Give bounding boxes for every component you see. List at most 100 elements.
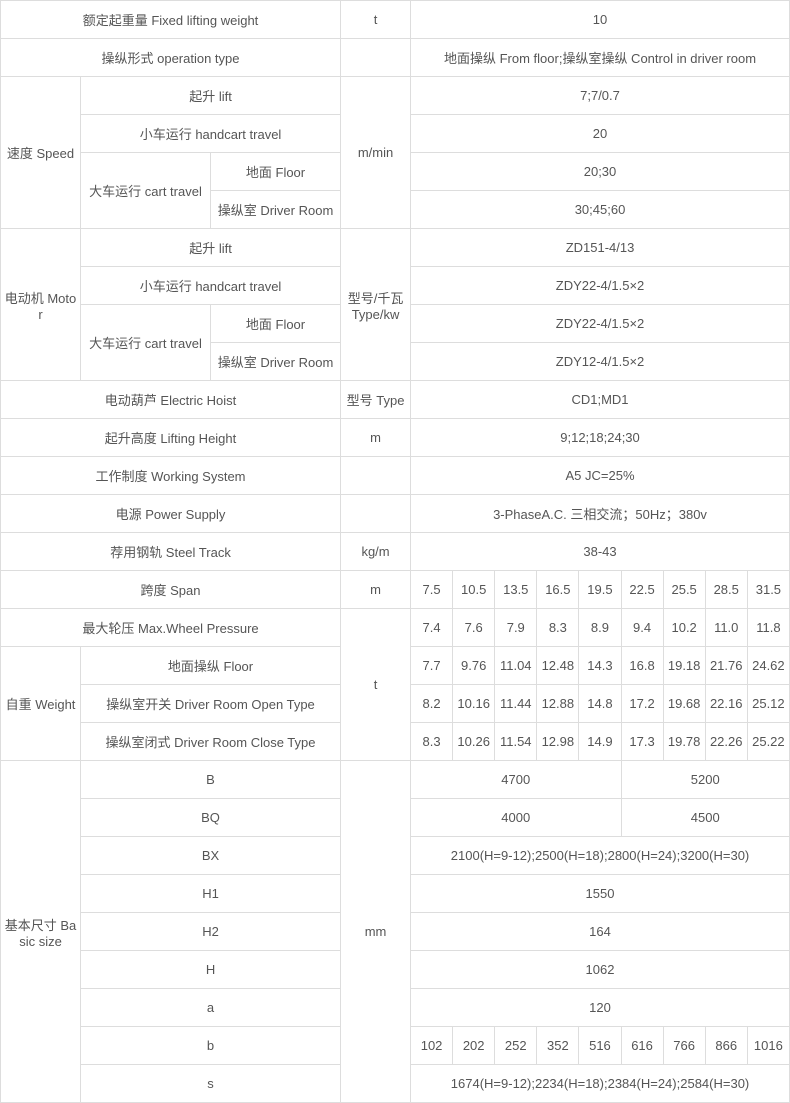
label-cell: 地面 Floor bbox=[211, 153, 341, 191]
value-cell: 7.6 bbox=[453, 609, 495, 647]
spec-table: 额定起重量 Fixed lifting weight t 10 操纵形式 ope… bbox=[0, 0, 790, 1103]
unit-cell: kg/m bbox=[341, 533, 411, 571]
value-cell: 120 bbox=[411, 989, 790, 1027]
table-row: 跨度 Span m 7.5 10.5 13.5 16.5 19.5 22.5 2… bbox=[1, 571, 790, 609]
label-cell: a bbox=[81, 989, 341, 1027]
label-cell: 起升 lift bbox=[81, 77, 341, 115]
value-cell: 14.8 bbox=[579, 685, 621, 723]
value-cell: 28.5 bbox=[705, 571, 747, 609]
label-cell: 大车运行 cart travel bbox=[81, 153, 211, 229]
value-cell: 9.4 bbox=[621, 609, 663, 647]
table-row: 荐用钢轨 Steel Track kg/m 38-43 bbox=[1, 533, 790, 571]
value-cell: 30;45;60 bbox=[411, 191, 790, 229]
value-cell: 616 bbox=[621, 1027, 663, 1065]
unit-cell: m/min bbox=[341, 77, 411, 229]
label-cell: 跨度 Span bbox=[1, 571, 341, 609]
group-basic-size: 基本尺寸 Basic size bbox=[1, 761, 81, 1103]
label-cell: b bbox=[81, 1027, 341, 1065]
value-cell: 31.5 bbox=[747, 571, 789, 609]
table-row: 速度 Speed 起升 lift m/min 7;7/0.7 bbox=[1, 77, 790, 115]
unit-cell bbox=[341, 39, 411, 77]
value-cell: 8.3 bbox=[537, 609, 579, 647]
unit-cell: t bbox=[341, 1, 411, 39]
label-operation-type: 操纵形式 operation type bbox=[1, 39, 341, 77]
value-cell: 25.22 bbox=[747, 723, 789, 761]
value-cell: 19.5 bbox=[579, 571, 621, 609]
value-cell: 516 bbox=[579, 1027, 621, 1065]
label-cell: s bbox=[81, 1065, 341, 1103]
label-cell: 操纵室开关 Driver Room Open Type bbox=[81, 685, 341, 723]
label-cell: 操纵室 Driver Room bbox=[211, 191, 341, 229]
value-cell: A5 JC=25% bbox=[411, 457, 790, 495]
value-cell: 202 bbox=[453, 1027, 495, 1065]
label-cell: 操纵室闭式 Driver Room Close Type bbox=[81, 723, 341, 761]
label-cell: 小车运行 handcart travel bbox=[81, 267, 341, 305]
value-cell: 12.48 bbox=[537, 647, 579, 685]
value-cell: 24.62 bbox=[747, 647, 789, 685]
label-cell: 电动葫芦 Electric Hoist bbox=[1, 381, 341, 419]
value-cell: 1674(H=9-12);2234(H=18);2384(H=24);2584(… bbox=[411, 1065, 790, 1103]
value-cell: ZDY22-4/1.5×2 bbox=[411, 305, 790, 343]
value-cell: 7;7/0.7 bbox=[411, 77, 790, 115]
table-row: 基本尺寸 Basic size B mm 4700 5200 bbox=[1, 761, 790, 799]
label-cell: 起升 lift bbox=[81, 229, 341, 267]
value-cell: 866 bbox=[705, 1027, 747, 1065]
table-row: 电源 Power Supply 3-PhaseA.C. 三相交流；50Hz；38… bbox=[1, 495, 790, 533]
value-cell: 8.2 bbox=[411, 685, 453, 723]
value-cell: 9;12;18;24;30 bbox=[411, 419, 790, 457]
value-cell: 11.44 bbox=[495, 685, 537, 723]
value-cell: 13.5 bbox=[495, 571, 537, 609]
value-cell: 102 bbox=[411, 1027, 453, 1065]
label-cell: 荐用钢轨 Steel Track bbox=[1, 533, 341, 571]
value-cell: 252 bbox=[495, 1027, 537, 1065]
label-cell: BQ bbox=[81, 799, 341, 837]
value-cell: 10.5 bbox=[453, 571, 495, 609]
unit-cell: 型号 Type bbox=[341, 381, 411, 419]
value-cell: 38-43 bbox=[411, 533, 790, 571]
value-cell: 11.8 bbox=[747, 609, 789, 647]
label-cell: 地面 Floor bbox=[211, 305, 341, 343]
value-cell: 3-PhaseA.C. 三相交流；50Hz；380v bbox=[411, 495, 790, 533]
label-cell: 操纵室 Driver Room bbox=[211, 343, 341, 381]
value-cell: 10.2 bbox=[663, 609, 705, 647]
value-cell: 20;30 bbox=[411, 153, 790, 191]
value-cell: 766 bbox=[663, 1027, 705, 1065]
value-cell: 25.12 bbox=[747, 685, 789, 723]
value-cell: 11.54 bbox=[495, 723, 537, 761]
value-cell: 10.16 bbox=[453, 685, 495, 723]
unit-cell bbox=[341, 495, 411, 533]
label-fixed-lifting-weight: 额定起重量 Fixed lifting weight bbox=[1, 1, 341, 39]
value-cell: 19.78 bbox=[663, 723, 705, 761]
value-cell: 9.76 bbox=[453, 647, 495, 685]
group-weight: 自重 Weight bbox=[1, 647, 81, 761]
value-cell: 17.3 bbox=[621, 723, 663, 761]
value-cell: 7.5 bbox=[411, 571, 453, 609]
value-cell: 21.76 bbox=[705, 647, 747, 685]
label-cell: 起升高度 Lifting Height bbox=[1, 419, 341, 457]
value-cell: 8.9 bbox=[579, 609, 621, 647]
table-row: 电动葫芦 Electric Hoist 型号 Type CD1;MD1 bbox=[1, 381, 790, 419]
table-row: 额定起重量 Fixed lifting weight t 10 bbox=[1, 1, 790, 39]
label-cell: 工作制度 Working System bbox=[1, 457, 341, 495]
value-cell: 4000 bbox=[411, 799, 621, 837]
label-cell: H bbox=[81, 951, 341, 989]
group-motor: 电动机 Motor bbox=[1, 229, 81, 381]
value-cell: CD1;MD1 bbox=[411, 381, 790, 419]
value-cell: 19.68 bbox=[663, 685, 705, 723]
table-row: 起升高度 Lifting Height m 9;12;18;24;30 bbox=[1, 419, 790, 457]
table-row: 电动机 Motor 起升 lift 型号/千瓦 Type/kw ZD151-4/… bbox=[1, 229, 790, 267]
value-cell: 22.16 bbox=[705, 685, 747, 723]
label-cell: 大车运行 cart travel bbox=[81, 305, 211, 381]
unit-cell: t bbox=[341, 609, 411, 761]
value-cell: 20 bbox=[411, 115, 790, 153]
label-cell: BX bbox=[81, 837, 341, 875]
value-cell: 12.88 bbox=[537, 685, 579, 723]
label-cell: B bbox=[81, 761, 341, 799]
value-cell: 14.9 bbox=[579, 723, 621, 761]
value-cell: 1062 bbox=[411, 951, 790, 989]
value-cell: 7.4 bbox=[411, 609, 453, 647]
value-cell: 16.5 bbox=[537, 571, 579, 609]
value-cell: ZDY22-4/1.5×2 bbox=[411, 267, 790, 305]
label-cell: 最大轮压 Max.Wheel Pressure bbox=[1, 609, 341, 647]
value-cell: 14.3 bbox=[579, 647, 621, 685]
